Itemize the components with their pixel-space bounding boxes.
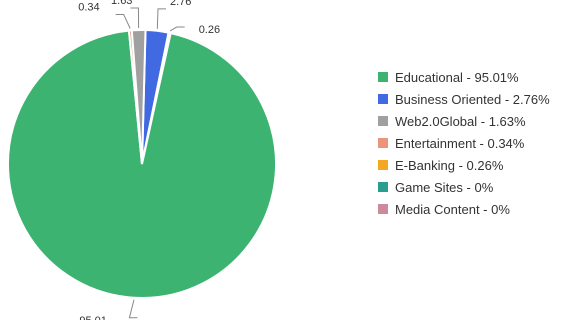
legend-item-label: Business Oriented - 2.76%	[395, 92, 550, 107]
legend-item-label: Entertainment - 0.34%	[395, 136, 525, 151]
legend-swatch	[378, 72, 388, 82]
data-label: 95.01	[79, 315, 107, 320]
legend-swatch	[378, 116, 388, 126]
legend-item-label: Game Sites - 0%	[395, 180, 494, 195]
legend-swatch	[378, 182, 388, 192]
legend-item-label: E-Banking - 0.26%	[395, 158, 504, 173]
legend-swatch	[378, 160, 388, 170]
leader-line	[128, 299, 138, 319]
legend-swatch	[378, 94, 388, 104]
leader-line	[156, 8, 166, 29]
legend: Educational - 95.01% Business Oriented - …	[378, 70, 550, 217]
legend-swatch	[378, 138, 388, 148]
legend-item-label: Media Content - 0%	[395, 202, 510, 217]
leader-line	[115, 14, 131, 29]
legend-swatch	[378, 204, 388, 214]
data-label: 1.63	[111, 0, 132, 7]
data-label: 0.34	[78, 2, 99, 14]
leader-line	[169, 26, 185, 32]
data-label: 2.76	[170, 0, 191, 8]
data-label: 0.26	[199, 24, 220, 36]
pie-slice-web2-0global	[130, 29, 147, 165]
legend-item-label: Educational - 95.01%	[395, 70, 519, 85]
leader-line	[130, 7, 140, 29]
pie-slice-educational	[7, 29, 277, 299]
pie-slices	[7, 29, 277, 299]
legend-item-label: Web2.0Global - 1.63%	[395, 114, 526, 129]
pie-data-labels: 2.76 0.26 95.01 0.34 1.63	[78, 0, 220, 320]
